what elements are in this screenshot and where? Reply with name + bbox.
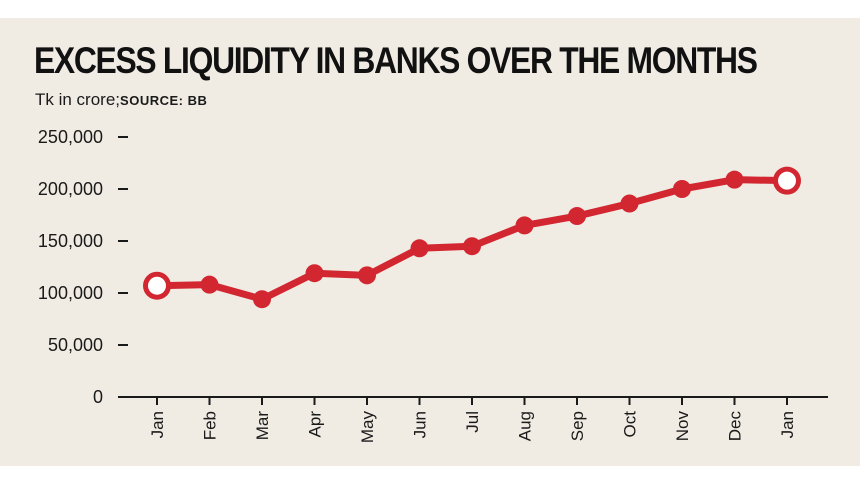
y-tick-label: 150,000 <box>38 231 103 251</box>
data-point <box>200 275 219 294</box>
x-tick-label: Nov <box>673 411 692 442</box>
data-points <box>143 166 801 309</box>
highlight-point <box>778 171 796 190</box>
data-point <box>568 207 586 226</box>
chart-panel <box>0 18 860 466</box>
chart-subtitle: Tk in crore;SOURCE: BB <box>35 90 207 110</box>
data-point <box>515 216 534 235</box>
y-tick-label: 100,000 <box>38 283 103 303</box>
data-point <box>463 237 481 256</box>
data-point <box>358 266 376 285</box>
x-tick-label: May <box>358 411 377 444</box>
source-label: SOURCE: BB <box>120 93 208 108</box>
axes: 0 50,000 100,000 150,000 200,000 250,000 Jan Fe… <box>38 127 828 443</box>
data-point <box>410 239 429 258</box>
x-tick-label: Jan <box>148 411 167 438</box>
data-point <box>673 180 691 198</box>
data-point <box>620 194 639 213</box>
x-tick-label: Apr <box>306 411 325 438</box>
data-point <box>253 290 271 309</box>
y-tick-label: 50,000 <box>48 335 103 355</box>
x-tick-label: Jan <box>778 411 797 438</box>
x-tick-label: Jul <box>463 411 482 433</box>
data-point <box>725 170 744 189</box>
x-tick-label: Oct <box>621 411 640 438</box>
x-tick-label: Aug <box>516 411 535 441</box>
chart-title: EXCESS LIQUIDITY IN BANKS OVER THE MONTH… <box>34 40 758 81</box>
x-tick-label: Sep <box>568 411 587 441</box>
y-tick-label: 250,000 <box>38 127 103 147</box>
x-tick-label: Jun <box>411 411 430 438</box>
highlight-point <box>148 276 166 295</box>
data-point <box>305 264 324 283</box>
x-tick-label: Mar <box>253 411 272 441</box>
y-tick-label: 0 <box>93 387 103 407</box>
unit-label: Tk in crore; <box>35 90 121 109</box>
y-tick-label: 200,000 <box>38 179 103 199</box>
x-tick-label: Feb <box>201 411 220 440</box>
x-tick-label: Dec <box>726 411 745 442</box>
